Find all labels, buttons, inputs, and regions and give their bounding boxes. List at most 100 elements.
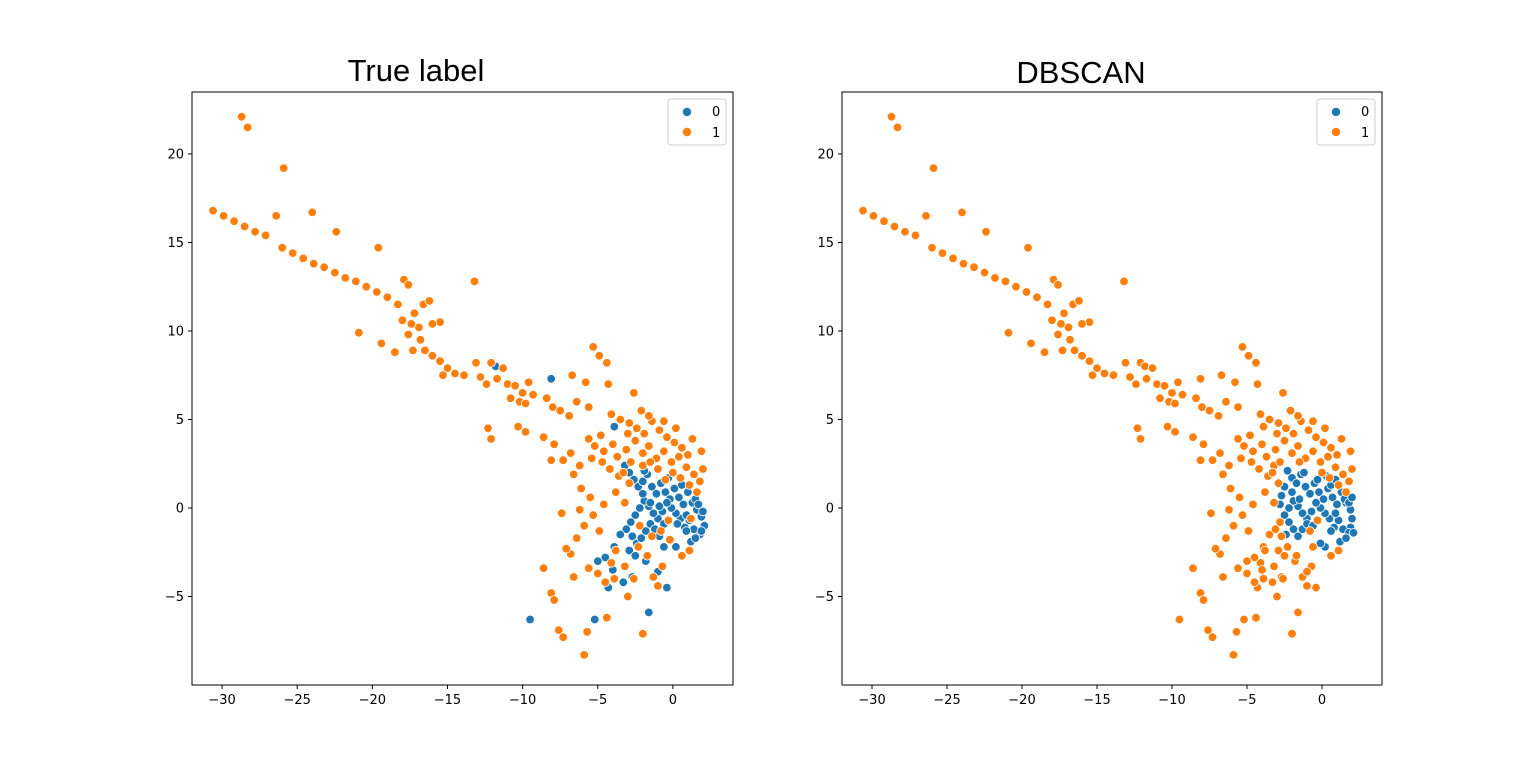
- data-point-1: [1135, 434, 1146, 444]
- data-point-1: [698, 464, 708, 474]
- x-tick-label: −25: [283, 693, 310, 708]
- data-point-0: [693, 499, 704, 510]
- data-point-1: [1207, 455, 1218, 465]
- data-point-1: [438, 370, 448, 380]
- data-point-1: [1272, 591, 1282, 602]
- data-point-0: [690, 533, 701, 543]
- data-point-1: [288, 248, 298, 258]
- data-point-1: [1311, 582, 1321, 593]
- data-point-1: [648, 572, 659, 582]
- data-point-0: [1318, 494, 1329, 504]
- data-point-0: [1305, 489, 1315, 499]
- data-point-0: [627, 531, 638, 542]
- data-point-1: [892, 122, 903, 133]
- data-point-1: [239, 221, 250, 232]
- data-point-1: [1233, 563, 1243, 573]
- data-point-1: [572, 397, 582, 407]
- data-point-1: [889, 221, 900, 232]
- data-point-1: [354, 328, 364, 338]
- data-point-1: [1213, 411, 1224, 421]
- legend-marker-1: [1331, 127, 1342, 138]
- data-point-1: [1315, 457, 1326, 467]
- data-point-1: [1188, 432, 1198, 442]
- data-point-1: [1333, 480, 1344, 490]
- data-point-1: [602, 613, 612, 623]
- chart-title: DBSCAN: [1016, 55, 1145, 90]
- points-layer: [858, 112, 1359, 660]
- data-point-1: [575, 505, 585, 515]
- data-point-1: [623, 428, 633, 439]
- data-point-0: [1293, 531, 1303, 542]
- data-point-1: [1198, 439, 1209, 450]
- y-axis: −5 0 5 10 15 20: [815, 147, 842, 605]
- data-point-1: [618, 467, 629, 478]
- data-point-1: [639, 428, 650, 439]
- data-point-0: [698, 506, 708, 517]
- data-point-1: [1336, 434, 1347, 444]
- data-point-1: [886, 112, 897, 122]
- data-point-1: [957, 207, 967, 218]
- data-point-1: [1248, 499, 1258, 510]
- data-point-1: [868, 211, 879, 221]
- x-tick-label: −5: [1237, 693, 1256, 708]
- data-point-1: [1177, 390, 1188, 400]
- data-point-0: [1287, 487, 1297, 497]
- data-point-0: [638, 489, 648, 499]
- y-tick-label: 10: [167, 324, 184, 339]
- data-point-1: [624, 478, 635, 488]
- data-point-1: [630, 436, 641, 446]
- data-point-0: [636, 533, 647, 543]
- data-point-1: [1242, 556, 1252, 566]
- data-point-1: [1258, 574, 1269, 584]
- data-point-1: [1245, 430, 1255, 441]
- x-tick-label: −30: [208, 693, 235, 708]
- data-point-1: [1269, 498, 1279, 508]
- data-point-0: [681, 526, 692, 536]
- data-point-1: [979, 267, 990, 278]
- data-point-1: [696, 446, 707, 457]
- data-point-1: [558, 455, 568, 465]
- data-point-1: [656, 526, 666, 536]
- data-point-1: [1258, 421, 1269, 432]
- data-point-0: [1314, 487, 1324, 497]
- data-point-1: [567, 370, 577, 380]
- data-point-1: [588, 342, 598, 352]
- data-point-0: [1332, 499, 1342, 510]
- data-point-1: [260, 230, 271, 241]
- data-point-1: [1308, 446, 1318, 457]
- data-point-1: [298, 253, 308, 264]
- data-point-1: [1278, 574, 1288, 584]
- data-point-1: [584, 434, 594, 444]
- data-point-1: [1236, 453, 1246, 464]
- data-point-0: [1327, 492, 1338, 503]
- data-point-1: [900, 227, 910, 237]
- data-point-1: [1225, 483, 1236, 494]
- data-point-0: [626, 517, 636, 527]
- data-point-1: [1275, 517, 1285, 527]
- data-point-1: [1065, 335, 1075, 345]
- legend-label-1: 1: [1361, 126, 1369, 141]
- data-point-1: [1231, 627, 1242, 637]
- data-point-1: [1249, 552, 1260, 563]
- data-point-0: [546, 374, 556, 384]
- data-point-1: [1218, 572, 1228, 582]
- data-point-0: [645, 498, 656, 508]
- data-point-1: [450, 368, 460, 379]
- data-point-1: [1206, 508, 1216, 519]
- data-point-1: [569, 572, 579, 582]
- data-point-1: [1291, 551, 1302, 561]
- data-point-1: [594, 526, 605, 536]
- data-point-1: [1273, 478, 1284, 488]
- data-point-1: [1269, 561, 1279, 572]
- data-point-1: [1147, 363, 1158, 373]
- data-point-0: [618, 577, 629, 588]
- data-point-1: [593, 568, 603, 579]
- data-point-1: [505, 393, 516, 403]
- data-point-1: [376, 338, 387, 349]
- data-point-0: [651, 489, 662, 499]
- data-point-1: [612, 452, 623, 462]
- data-point-0: [624, 545, 635, 556]
- data-point-1: [1221, 533, 1231, 543]
- data-point-1: [1254, 464, 1264, 474]
